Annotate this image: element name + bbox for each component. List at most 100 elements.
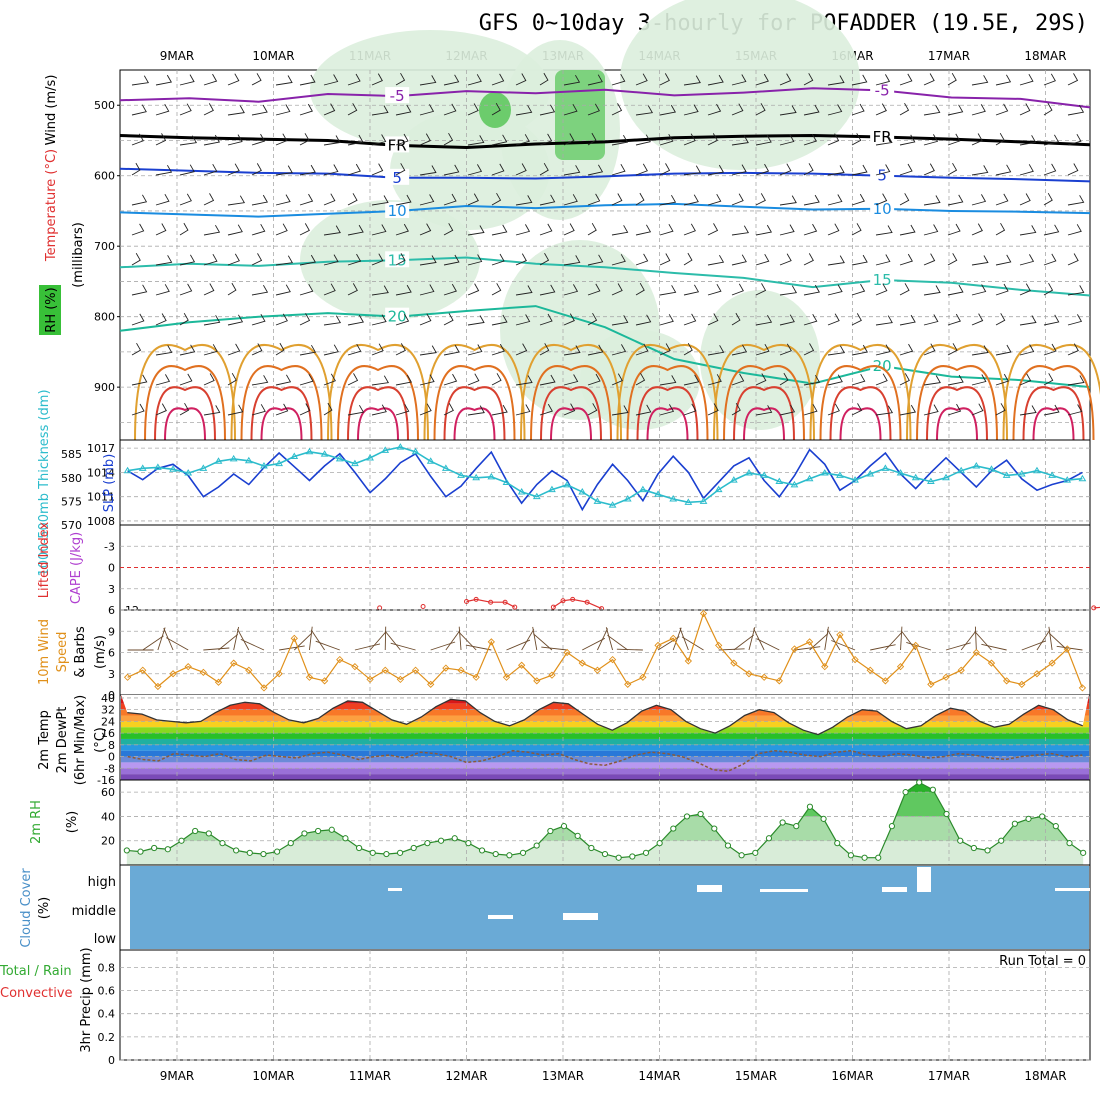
wind-speed-point <box>760 673 768 681</box>
rh-point <box>287 840 294 847</box>
wind-barb <box>563 255 581 266</box>
surface-barb <box>533 633 553 651</box>
wind-barb <box>491 253 505 266</box>
wind-barb <box>587 283 601 296</box>
wind-barb <box>827 104 843 116</box>
wind-barb <box>179 193 192 206</box>
li-point <box>570 596 576 602</box>
thickness-marker <box>457 471 465 478</box>
wind-barb <box>443 103 457 116</box>
warm-contour <box>347 386 409 441</box>
thickness-marker <box>745 469 753 476</box>
wind-speed-point <box>669 634 677 642</box>
wind-barb <box>419 104 435 116</box>
surface-barb <box>756 638 780 651</box>
warm-contour <box>337 365 419 441</box>
rh-point <box>355 844 363 852</box>
wind-speed-point <box>351 663 359 671</box>
rh-point <box>1011 820 1018 827</box>
surface-barb <box>974 626 977 651</box>
dewpoint-line <box>127 749 1083 772</box>
wind-barb <box>275 284 291 296</box>
top-date-labels: 9MAR10MAR11MAR12MAR13MAR14MAR15MAR16MAR1… <box>160 49 1067 63</box>
wind-barb <box>347 373 359 386</box>
precip-tick-labels: 0 0.2 0.4 0.6 0.8 <box>98 961 116 1067</box>
wind-barb <box>875 315 893 326</box>
wind-barb <box>227 195 246 206</box>
wind-barb <box>395 253 406 266</box>
wind-barb <box>179 222 189 236</box>
wind-barb <box>251 73 262 86</box>
wind-barb <box>683 133 696 146</box>
surface-barb <box>748 627 756 651</box>
wind-speed-point <box>1018 680 1026 689</box>
wind-barb <box>539 252 550 266</box>
wind-barb <box>827 165 845 176</box>
thickness-marker <box>942 473 950 481</box>
rh-percent-label: (%) <box>65 811 80 834</box>
wind-barb <box>131 223 145 236</box>
pressure-tick: 600 <box>94 170 115 183</box>
wind-speed-point <box>214 678 223 686</box>
rh-point <box>957 837 964 844</box>
surface-barb <box>458 631 477 651</box>
wind-barb <box>971 75 989 86</box>
wind-speed-point <box>927 680 935 689</box>
wind-speed-point <box>821 663 829 671</box>
rh-point <box>1039 813 1046 820</box>
top-date-label: 17MAR <box>928 49 970 63</box>
wind-barb <box>1067 314 1083 326</box>
wind-speed-point <box>957 666 965 674</box>
wind-barb <box>851 193 865 206</box>
warm-contour <box>616 344 719 441</box>
thickness-marker <box>654 490 662 497</box>
surface-barb <box>681 636 704 651</box>
wind-barb <box>491 73 505 86</box>
wind-barb <box>635 224 652 236</box>
wind-barb <box>875 74 891 86</box>
wind-barb <box>203 224 221 236</box>
thickness-marker <box>184 469 193 476</box>
wind-barb <box>371 404 387 416</box>
wind-barb <box>539 223 553 236</box>
wind-barb <box>395 403 410 416</box>
surface-barb <box>607 634 628 651</box>
rh-point <box>875 854 882 861</box>
wind-barb <box>179 164 195 176</box>
wind-barb <box>611 193 623 206</box>
wind-barb <box>1043 343 1057 356</box>
li-tick: 6 <box>108 604 115 617</box>
wind-barb <box>971 104 986 116</box>
rh-point <box>178 837 185 844</box>
wind-barb <box>299 164 316 176</box>
surface-barb <box>315 640 340 651</box>
series-line <box>127 446 1083 507</box>
surface-wind-panel: 0 3 6 9 10m Wind Speed & Barbs (m/s) <box>37 609 1091 702</box>
wind-barb <box>131 313 145 326</box>
wind-barb <box>779 195 797 206</box>
wind-barb <box>707 403 719 416</box>
wind-barb <box>419 194 435 206</box>
wind-barb <box>611 283 623 296</box>
thickness-marker <box>381 446 390 453</box>
wind-barb <box>947 104 964 116</box>
thickness-marker <box>366 453 374 461</box>
wind-barb <box>251 223 266 236</box>
bottom-date-label: 9MAR <box>160 1069 195 1083</box>
wind-barb <box>1067 73 1079 86</box>
bottom-date-label: 16MAR <box>831 1069 873 1083</box>
wind-barb <box>923 73 935 86</box>
surface-barb <box>672 627 682 651</box>
wind-barb <box>707 254 725 266</box>
rh-tick: 40 <box>101 810 115 823</box>
surface-barb <box>605 627 614 651</box>
wind-barb <box>131 374 148 386</box>
wind-barb <box>707 345 725 356</box>
isotherm-label-bg <box>870 127 895 144</box>
wind-barb <box>683 313 697 326</box>
wind-barb <box>851 403 863 416</box>
wind-barb <box>1043 163 1057 176</box>
rh-point <box>738 852 745 859</box>
wind-barb <box>419 313 432 326</box>
